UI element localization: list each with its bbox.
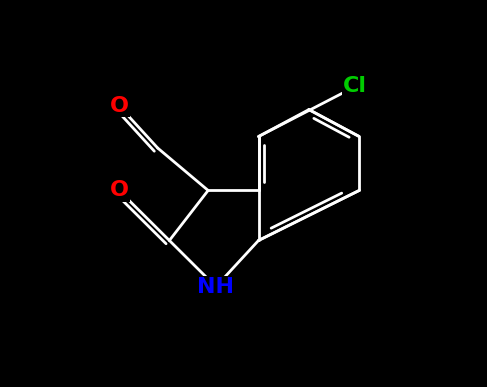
Text: NH: NH bbox=[197, 277, 234, 297]
Text: O: O bbox=[110, 96, 129, 116]
Text: Cl: Cl bbox=[343, 77, 367, 96]
Text: O: O bbox=[110, 180, 129, 200]
